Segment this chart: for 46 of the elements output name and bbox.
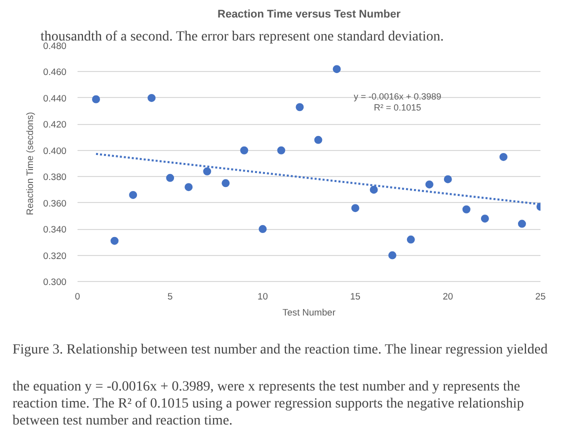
point: [351, 204, 360, 212]
point: [332, 65, 341, 74]
point: [166, 174, 174, 182]
point: [92, 95, 100, 104]
point: [129, 190, 138, 199]
point: [444, 175, 452, 184]
point: [203, 167, 212, 176]
y-tick-label: 0.440: [43, 93, 66, 104]
x-tick-label: 20: [442, 292, 454, 302]
point: [388, 251, 396, 260]
point: [277, 146, 286, 154]
x-tick-label: 25: [535, 292, 546, 302]
annotation: y = -0.0016x + 0.3989: [354, 92, 442, 102]
text: Figure 3. Relationship between test number and the reaction time. The linear regression yielded the equation y = -0.0016x + 0.3989, were x represents the test number and y represents the reaction time. The R² of 0.1015 using a power regression supports the negative relationship between test number and reaction time.: [12, 342, 548, 428]
point: [110, 236, 119, 245]
point: [148, 94, 156, 102]
x-tick-label: 10: [258, 292, 268, 302]
y-tick-label: 0.420: [43, 120, 66, 130]
y-tick-label: 0.400: [43, 146, 66, 156]
annotation: R² = 0.1015: [374, 102, 422, 112]
point: [222, 179, 230, 188]
point: [480, 214, 489, 223]
point: [258, 225, 267, 234]
point: [499, 152, 508, 161]
x-tick-label: 5: [168, 292, 173, 302]
y-tick-label: 0.360: [43, 198, 66, 208]
y-tick-label: 0.300: [43, 277, 66, 287]
y-tick-label: 0.480: [43, 41, 66, 51]
point: [370, 186, 378, 194]
chart-title: Reaction Time versus Test Number: [218, 8, 402, 20]
point: [462, 205, 470, 214]
point: [296, 103, 304, 112]
point: [240, 146, 248, 154]
y-tick-label: 0.320: [43, 250, 66, 261]
point: [314, 136, 322, 144]
x-tick-label: 0: [74, 292, 80, 302]
y-axis-title: Reaction Time (secdons): [25, 112, 36, 216]
point: [406, 236, 415, 244]
point: [184, 183, 193, 192]
y-tick-label: 0.340: [43, 224, 66, 235]
y-tick-label: 0.380: [43, 172, 66, 182]
point: [518, 220, 526, 228]
x-axis-title: Test Number: [282, 308, 336, 318]
point: [425, 180, 434, 188]
y-tick-label: 0.460: [43, 67, 66, 78]
x-tick-label: 15: [350, 292, 361, 302]
